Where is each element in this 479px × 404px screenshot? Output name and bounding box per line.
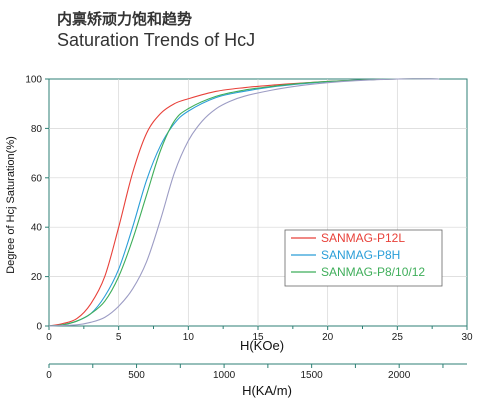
secondary-axis-title: H(KA/m) [242,383,292,398]
series-line-sanmag-p8h [48,78,440,327]
x-axis-ticks: 0 5 10 15 20 25 30 [46,326,473,343]
y-tick-label-3: 60 [31,173,43,184]
y-axis-ticks: 0 20 40 60 80 100 [25,75,49,333]
legend-label-2: SANMAG-P8/10/12 [321,265,425,279]
series-line-sanmag-p12l [48,78,440,327]
y-axis-title: Degree of Hcj Saturation(%) [5,136,17,274]
secondary-tick-label-0: 0 [46,370,52,381]
secondary-tick-label-2: 1000 [213,370,236,381]
x-tick-label-0: 0 [46,332,52,343]
x-tick-label-2: 10 [183,332,195,343]
grid-lines [49,79,467,326]
legend-box [284,229,443,287]
legend-label-1: SANMAG-P8H [321,248,400,262]
series-line-sanmag-p8-10-12 [48,78,440,327]
chart-title-english: Saturation Trends of HcJ [57,30,255,50]
x-axis-title: H(KOe) [240,338,284,353]
secondary-axis-ticks: 0 500 1000 1500 2000 [46,364,444,381]
series-line-unlabeled-3 [48,78,440,327]
y-tick-label-2: 40 [31,223,43,234]
y-tick-label-0: 0 [36,322,42,333]
y-tick-label-4: 80 [31,124,43,135]
chart-title-chinese: 内禀矫顽力饱和趋势 [57,10,192,28]
secondary-tick-label-3: 1500 [301,370,324,381]
x-tick-label-5: 25 [392,332,404,343]
x-tick-label-3: 15 [252,332,264,343]
legend: SANMAG-P12L SANMAG-P8H SANMAG-P8/10/12 [284,229,443,287]
secondary-tick-label-4: 2000 [388,370,411,381]
y-tick-label-1: 20 [31,272,43,283]
x-tick-label-6: 30 [461,332,473,343]
series-lines [48,78,440,327]
y-tick-label-5: 100 [25,75,42,86]
x-tick-label-1: 5 [116,332,122,343]
secondary-tick-label-1: 500 [128,370,145,381]
x-tick-label-4: 20 [322,332,334,343]
legend-label-0: SANMAG-P12L [321,231,405,245]
